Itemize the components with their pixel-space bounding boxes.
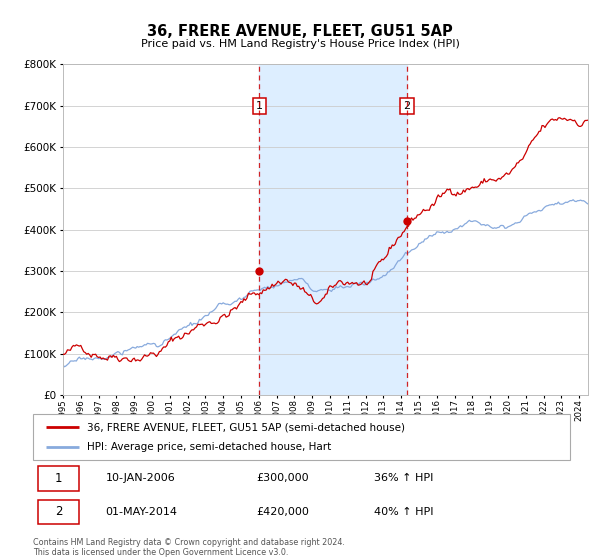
FancyBboxPatch shape [33, 414, 570, 460]
FancyBboxPatch shape [38, 466, 79, 491]
Text: 10-JAN-2006: 10-JAN-2006 [106, 473, 175, 483]
Text: £300,000: £300,000 [256, 473, 308, 483]
Text: £420,000: £420,000 [256, 507, 309, 517]
Text: This data is licensed under the Open Government Licence v3.0.: This data is licensed under the Open Gov… [33, 548, 289, 557]
Text: Price paid vs. HM Land Registry's House Price Index (HPI): Price paid vs. HM Land Registry's House … [140, 39, 460, 49]
FancyBboxPatch shape [38, 500, 79, 524]
Text: Contains HM Land Registry data © Crown copyright and database right 2024.: Contains HM Land Registry data © Crown c… [33, 538, 345, 547]
Text: 36, FRERE AVENUE, FLEET, GU51 5AP (semi-detached house): 36, FRERE AVENUE, FLEET, GU51 5AP (semi-… [87, 422, 404, 432]
Text: 2: 2 [55, 505, 62, 519]
Text: 36% ↑ HPI: 36% ↑ HPI [374, 473, 433, 483]
Bar [259, 64, 407, 395]
Text: 1: 1 [55, 472, 62, 485]
Text: 2: 2 [403, 101, 410, 111]
Text: 01-MAY-2014: 01-MAY-2014 [106, 507, 178, 517]
Text: 1: 1 [256, 101, 263, 111]
Text: HPI: Average price, semi-detached house, Hart: HPI: Average price, semi-detached house,… [87, 442, 331, 452]
Text: 36, FRERE AVENUE, FLEET, GU51 5AP: 36, FRERE AVENUE, FLEET, GU51 5AP [147, 24, 453, 39]
Text: 40% ↑ HPI: 40% ↑ HPI [374, 507, 433, 517]
